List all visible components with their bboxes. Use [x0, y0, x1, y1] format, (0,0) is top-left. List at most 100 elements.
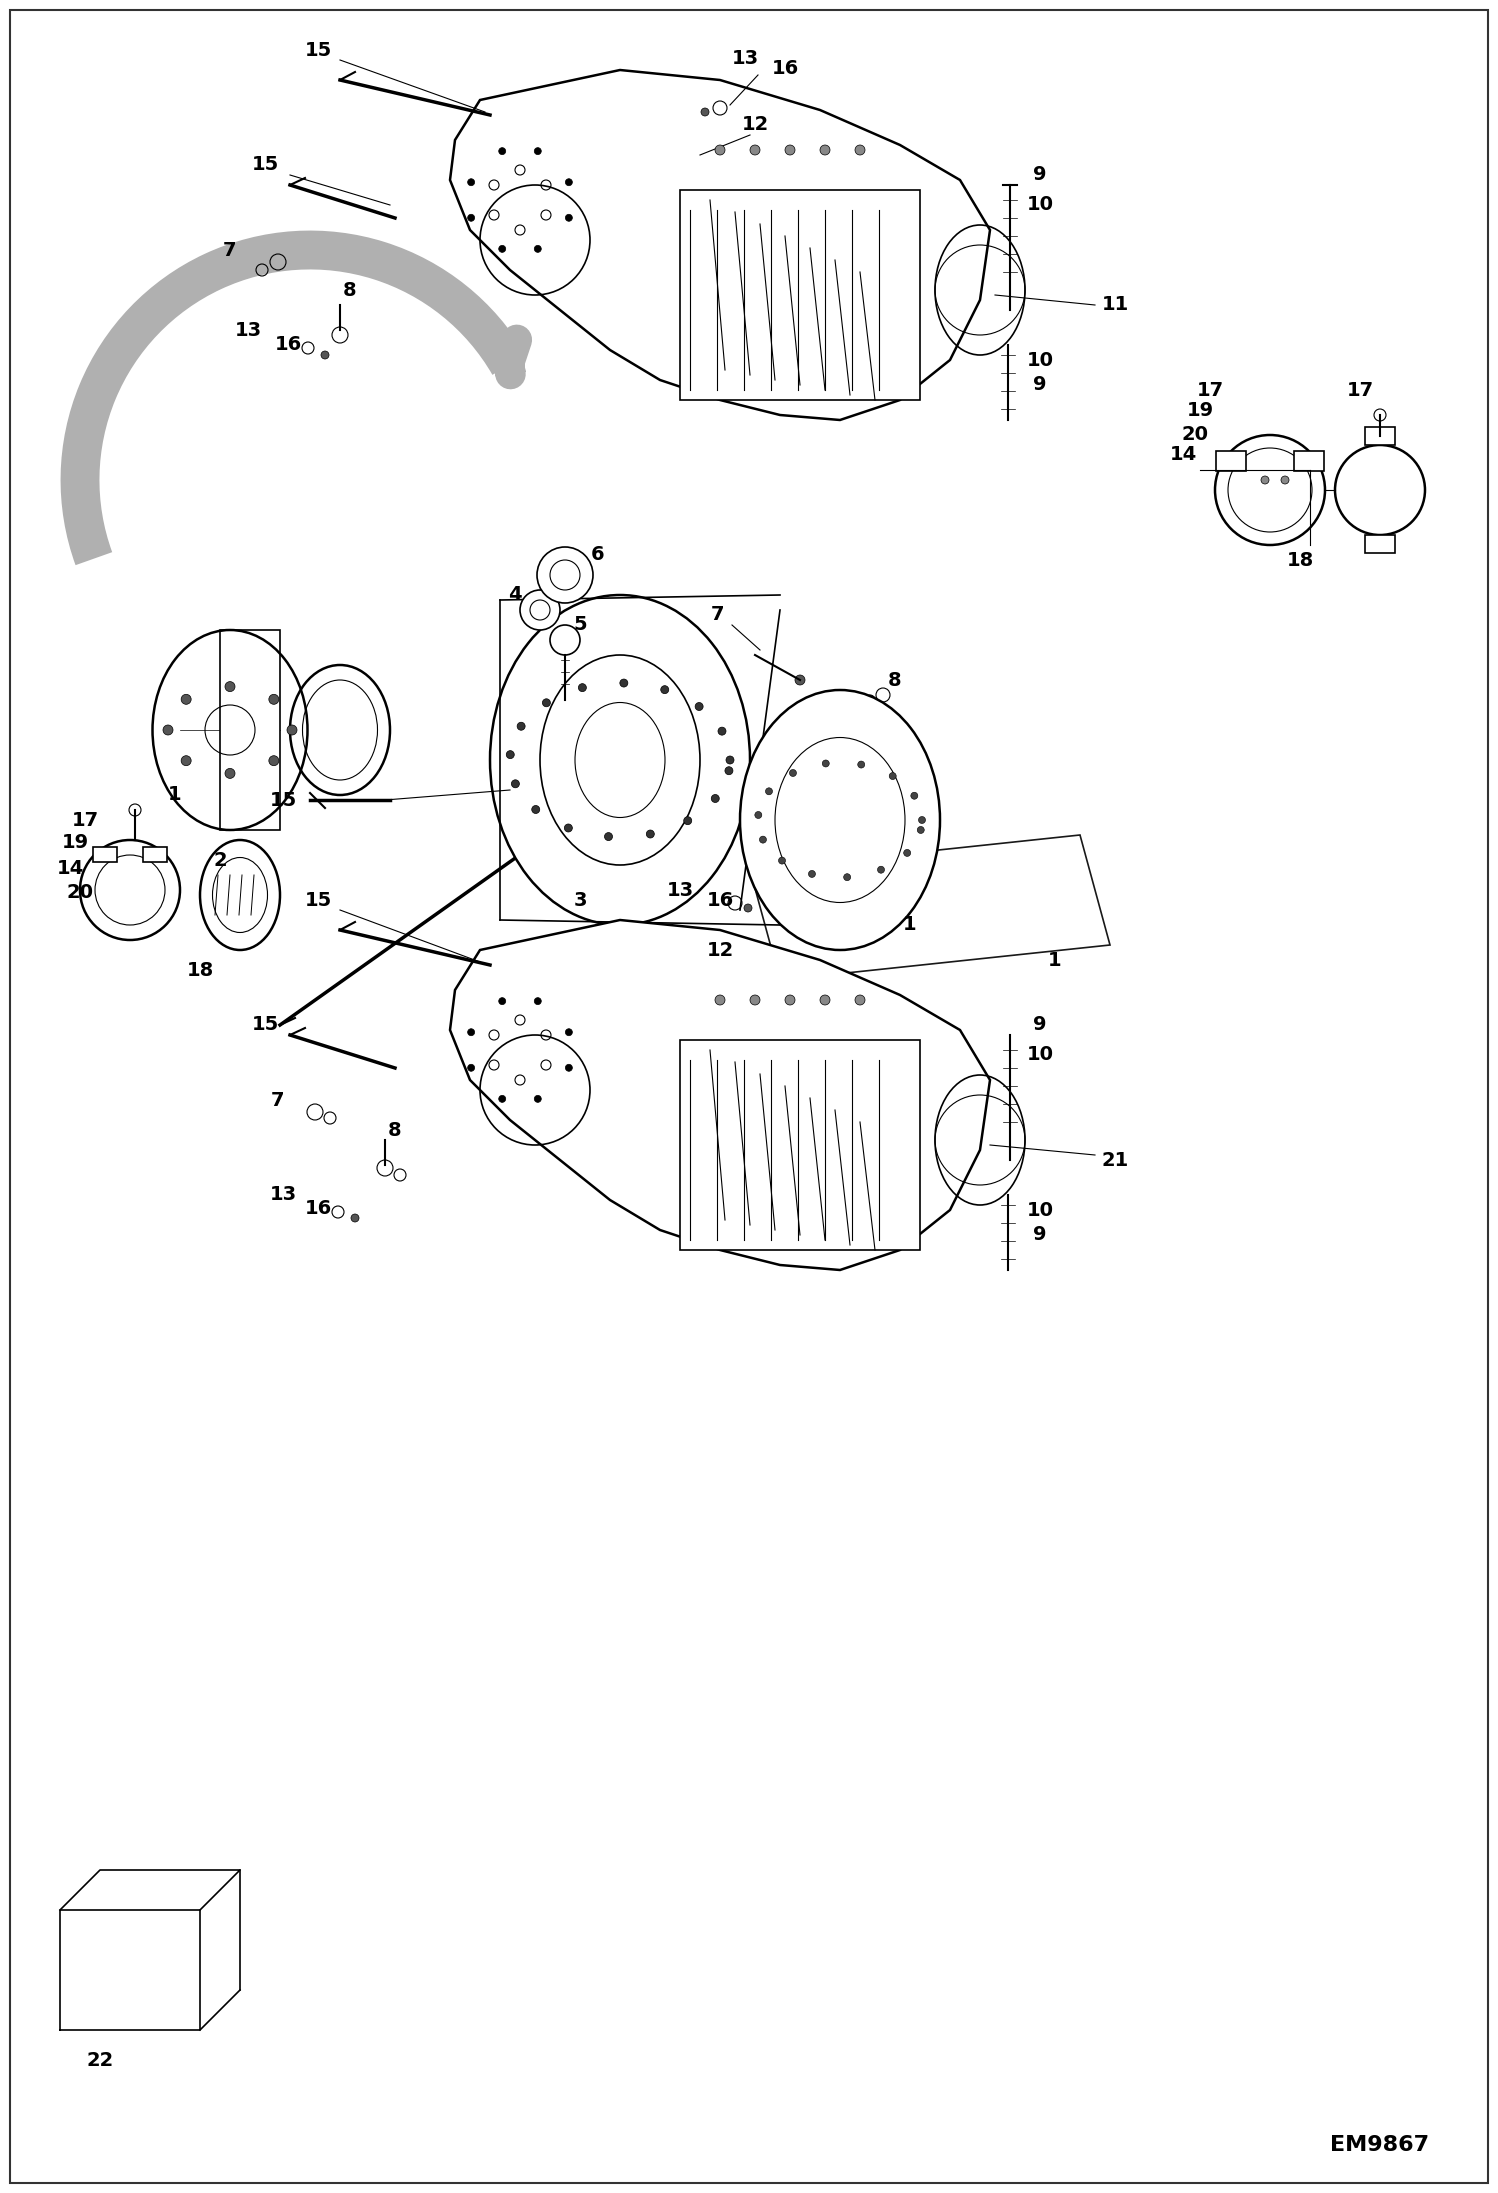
Text: 17: 17	[1347, 382, 1374, 399]
Circle shape	[890, 772, 896, 779]
Circle shape	[785, 145, 795, 156]
Circle shape	[750, 145, 759, 156]
Text: 6: 6	[592, 546, 605, 564]
Ellipse shape	[490, 594, 750, 925]
Circle shape	[819, 996, 830, 1004]
Circle shape	[779, 857, 785, 864]
Text: 2: 2	[213, 851, 226, 868]
Circle shape	[695, 702, 703, 711]
Text: 11: 11	[1101, 296, 1128, 314]
Circle shape	[755, 811, 762, 818]
Circle shape	[225, 768, 235, 779]
Circle shape	[578, 684, 586, 691]
Circle shape	[759, 836, 767, 842]
Circle shape	[809, 871, 815, 877]
Circle shape	[765, 787, 773, 794]
Circle shape	[745, 904, 752, 912]
Text: 1: 1	[903, 914, 917, 934]
Text: 1: 1	[168, 785, 181, 805]
Circle shape	[646, 829, 655, 838]
Text: 14: 14	[57, 857, 84, 877]
Circle shape	[903, 849, 911, 857]
Circle shape	[467, 1029, 475, 1035]
FancyBboxPatch shape	[680, 1039, 920, 1250]
Circle shape	[918, 816, 926, 825]
Text: 10: 10	[1026, 351, 1053, 368]
Circle shape	[620, 680, 628, 686]
Circle shape	[506, 750, 514, 759]
Circle shape	[917, 827, 924, 833]
Text: 8: 8	[888, 671, 902, 689]
Polygon shape	[449, 70, 990, 421]
Circle shape	[225, 682, 235, 691]
Circle shape	[855, 145, 864, 156]
Text: 9: 9	[1034, 164, 1047, 184]
Text: 17: 17	[1197, 382, 1224, 399]
Text: 12: 12	[742, 116, 768, 134]
Text: 13: 13	[667, 882, 694, 899]
Circle shape	[535, 246, 541, 252]
Text: 16: 16	[707, 890, 734, 910]
Circle shape	[715, 145, 725, 156]
Text: 20: 20	[1182, 425, 1209, 445]
Text: 19: 19	[1186, 401, 1213, 419]
Circle shape	[542, 700, 550, 706]
Bar	[93, 846, 117, 862]
Circle shape	[321, 351, 330, 360]
Circle shape	[499, 998, 506, 1004]
Circle shape	[750, 996, 759, 1004]
Circle shape	[181, 695, 192, 704]
Circle shape	[268, 757, 279, 765]
Text: 7: 7	[712, 605, 725, 625]
Text: 16: 16	[274, 336, 301, 355]
Circle shape	[535, 1094, 541, 1103]
Circle shape	[911, 792, 918, 798]
Text: 9: 9	[1034, 1226, 1047, 1243]
Circle shape	[789, 770, 797, 776]
Circle shape	[712, 794, 719, 803]
Circle shape	[181, 757, 192, 765]
Circle shape	[843, 873, 851, 882]
Text: 16: 16	[771, 59, 798, 77]
Text: 15: 15	[252, 156, 279, 175]
Circle shape	[725, 768, 733, 774]
Circle shape	[855, 996, 864, 1004]
Circle shape	[163, 726, 172, 735]
Circle shape	[536, 546, 593, 603]
Text: 15: 15	[304, 890, 331, 910]
Circle shape	[511, 781, 520, 787]
Circle shape	[467, 178, 475, 186]
Circle shape	[565, 1029, 572, 1035]
Text: 17: 17	[72, 811, 99, 829]
Circle shape	[1261, 476, 1269, 485]
Circle shape	[785, 996, 795, 1004]
Text: 19: 19	[61, 833, 88, 853]
Bar	[1216, 452, 1246, 471]
Text: 10: 10	[1026, 1046, 1053, 1064]
Text: EM9867: EM9867	[1330, 2136, 1429, 2156]
Circle shape	[683, 816, 692, 825]
Circle shape	[517, 721, 526, 730]
Circle shape	[701, 107, 709, 116]
Text: 18: 18	[186, 961, 214, 980]
Circle shape	[718, 728, 727, 735]
Circle shape	[565, 825, 572, 831]
Circle shape	[1281, 476, 1288, 485]
Text: 10: 10	[1026, 195, 1053, 215]
Text: 1: 1	[1049, 950, 1062, 969]
Circle shape	[535, 998, 541, 1004]
Text: 20: 20	[66, 882, 93, 901]
Text: 9: 9	[1034, 375, 1047, 395]
FancyBboxPatch shape	[680, 191, 920, 399]
Circle shape	[565, 178, 572, 186]
Circle shape	[858, 761, 864, 768]
Text: 7: 7	[271, 1090, 285, 1110]
Text: 8: 8	[343, 281, 357, 300]
Circle shape	[605, 833, 613, 840]
Text: 15: 15	[252, 1015, 279, 1035]
Circle shape	[268, 695, 279, 704]
Bar	[1294, 452, 1324, 471]
Circle shape	[715, 996, 725, 1004]
Circle shape	[467, 1064, 475, 1072]
Circle shape	[535, 147, 541, 156]
